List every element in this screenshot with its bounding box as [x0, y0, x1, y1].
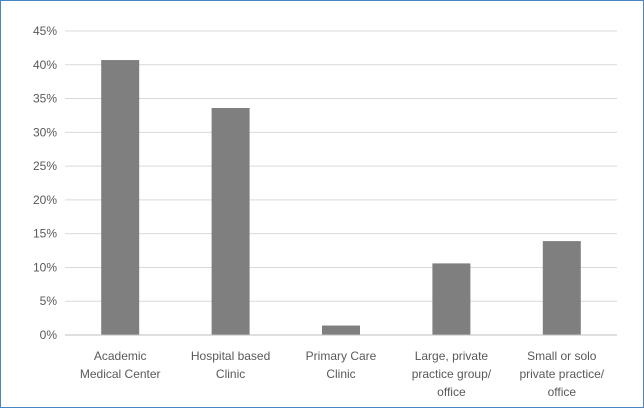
- x-axis-ticks: Academic Medical Center Hospital based Clin…: [80, 349, 605, 399]
- x-tick-label-line: Small or solo: [527, 349, 597, 363]
- y-tick-label: 15%: [33, 227, 57, 241]
- x-tick-label-line: practice group/: [412, 367, 492, 381]
- x-tick-label-line: office: [548, 385, 577, 399]
- x-tick-label-line: Clinic: [216, 367, 245, 381]
- bars: [101, 60, 581, 335]
- x-tick-label: Primary Care Clinic: [306, 349, 377, 381]
- y-tick-label: 25%: [33, 159, 57, 173]
- x-tick-label: Hospital based Clinic: [191, 349, 270, 381]
- x-tick-label-line: Academic: [94, 349, 147, 363]
- y-tick-label: 35%: [33, 92, 57, 106]
- y-tick-label: 5%: [40, 294, 58, 308]
- bar: [322, 325, 360, 335]
- x-tick-label-line: Clinic: [326, 367, 355, 381]
- x-tick-label-line: Hospital based: [191, 349, 270, 363]
- y-tick-label: 0%: [40, 328, 58, 342]
- x-tick-label: Small or solo private practice/office: [519, 349, 604, 399]
- y-tick-label: 30%: [33, 125, 57, 139]
- x-tick-label-line: Large, private: [415, 349, 489, 363]
- x-tick-label-line: office: [437, 385, 466, 399]
- y-tick-label: 10%: [33, 260, 57, 274]
- x-tick-label: Large, private practice group/office: [412, 349, 492, 399]
- bar: [432, 263, 471, 335]
- bar: [542, 241, 581, 335]
- y-tick-label: 45%: [33, 24, 57, 38]
- gridlines: [65, 30, 617, 302]
- y-tick-label: 20%: [33, 193, 57, 207]
- x-tick-label-line: Medical Center: [80, 367, 161, 381]
- bar: [211, 108, 250, 335]
- x-tick-label-line: private practice/: [519, 367, 604, 381]
- x-tick-label: Academic Medical Center: [80, 349, 161, 381]
- y-axis-ticks: 0% 5% 10% 15% 20% 25% 30% 35% 40% 45%: [33, 24, 57, 342]
- y-tick-label: 40%: [33, 58, 57, 72]
- bar: [101, 60, 140, 335]
- x-tick-label-line: Primary Care: [306, 349, 377, 363]
